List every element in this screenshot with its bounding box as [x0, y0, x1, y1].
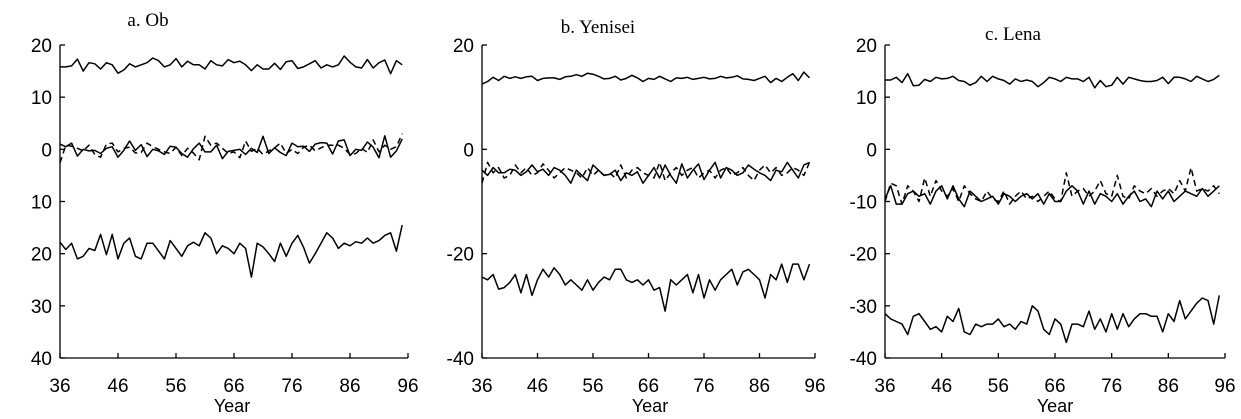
y-tick-label: 0	[41, 140, 52, 161]
x-tick-label: 36	[874, 376, 895, 397]
y-tick-label: 0	[463, 140, 474, 161]
x-tick-label: 36	[471, 376, 492, 397]
series-line-1	[60, 55, 403, 75]
x-tick-label: 66	[223, 376, 244, 397]
panel-title: b. Yenisei	[561, 17, 635, 38]
x-axis-label: Year	[1037, 396, 1073, 416]
x-tick-label: 76	[693, 376, 714, 397]
x-tick-label: 76	[1101, 376, 1122, 397]
series-line-4	[59, 224, 403, 278]
y-tick-label: -20	[850, 245, 877, 266]
y-tick-label: 20	[31, 245, 52, 266]
x-tick-label: 86	[1158, 376, 1179, 397]
x-tick-label: 56	[988, 376, 1009, 397]
series-line-2	[59, 135, 403, 160]
y-tick-label: 0	[866, 140, 877, 161]
series-line-2	[481, 161, 810, 184]
y-tick-label: 20	[453, 36, 474, 57]
series-line-3	[481, 161, 811, 184]
x-tick-label: 66	[1044, 376, 1065, 397]
panel-title: a. Ob	[127, 10, 168, 31]
y-tick-label: 30	[31, 297, 52, 318]
x-tick-label: 86	[339, 376, 360, 397]
y-tick-label: 10	[31, 193, 52, 214]
y-tick-label: -20	[447, 245, 474, 266]
series-line-3	[59, 133, 403, 164]
x-tick-label: 96	[804, 376, 825, 397]
series-line-3	[884, 166, 1220, 205]
y-tick-label: -40	[850, 349, 877, 370]
x-tick-label: 56	[165, 376, 186, 397]
x-tick-label: 86	[749, 376, 770, 397]
x-tick-label: 96	[1214, 376, 1235, 397]
panel-yenisei: b. Yenisei Year 20 0 -20 -40 36 46 56 66 76 86 96	[447, 17, 826, 416]
x-tick-label: 76	[281, 376, 302, 397]
x-tick-label: 46	[931, 376, 952, 397]
x-tick-label: 46	[107, 376, 128, 397]
y-tick-label: 10	[856, 88, 877, 109]
series-line-4	[481, 263, 811, 312]
x-tick-label: 36	[49, 376, 70, 397]
x-axis-label: Year	[632, 396, 668, 416]
y-tick-label: -30	[850, 297, 877, 318]
series-line-1	[885, 72, 1220, 89]
panel-lena: c. Lena Year 20 10 0 -10 -20 -30 -40 36 46 56 66 76…	[850, 24, 1236, 416]
x-tick-label: 56	[582, 376, 603, 397]
x-tick-label: 46	[527, 376, 548, 397]
series-line-1	[481, 71, 811, 85]
y-tick-label: -10	[850, 193, 877, 214]
y-tick-label: -40	[447, 349, 474, 370]
x-tick-label: 66	[638, 376, 659, 397]
y-tick-label: 20	[31, 36, 52, 57]
series-line-4	[884, 295, 1221, 344]
panel-title: c. Lena	[985, 24, 1041, 45]
x-axis-label: Year	[214, 396, 250, 416]
y-tick-label: 40	[31, 349, 52, 370]
x-tick-label: 96	[397, 376, 418, 397]
y-tick-label: 20	[856, 36, 877, 57]
y-tick-label: 10	[31, 88, 52, 109]
series-line-2	[884, 185, 1220, 208]
panel-ob: a. Ob Year 20 10 0 10 20 30 40 36 46 56 66 76 86 96	[31, 10, 419, 416]
